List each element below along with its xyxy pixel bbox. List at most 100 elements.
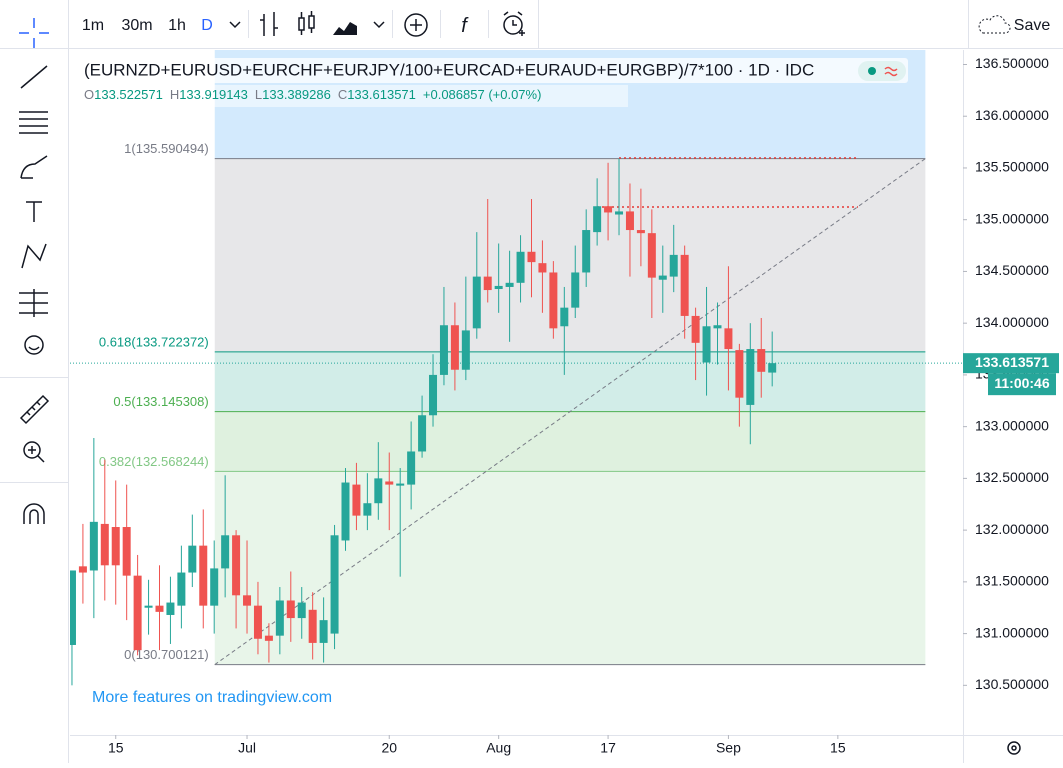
fib-tool[interactable]: [19, 111, 48, 134]
x-tick-label: 15: [108, 740, 124, 756]
y-tick-label: 136.500000: [975, 55, 1049, 71]
y-tick-label: 135.000000: [975, 210, 1049, 226]
crosshair-tool[interactable]: [19, 18, 49, 48]
save-icon[interactable]: [978, 15, 1011, 34]
candle-body: [133, 575, 142, 651]
y-tick-label: 133.000000: [975, 417, 1049, 433]
candle-body: [593, 206, 602, 233]
candle-body: [188, 545, 197, 573]
candle-body: [516, 251, 525, 283]
candle-body: [713, 325, 722, 329]
candle-body: [658, 275, 667, 280]
candle-body: [396, 483, 405, 486]
candle-body: [374, 478, 383, 504]
trendline-tool[interactable]: [20, 65, 48, 89]
y-tick-label: 131.500000: [975, 573, 1049, 589]
watermark-link[interactable]: More features on tradingview.com: [92, 689, 332, 706]
area-style-button[interactable]: [333, 22, 357, 35]
candle-body: [615, 211, 624, 215]
candle-body: [330, 535, 339, 634]
candle-body: [144, 605, 153, 608]
x-tick-label: 20: [381, 740, 397, 756]
candle-body: [571, 272, 580, 308]
x-tick-label: 17: [600, 740, 616, 756]
candle-body: [461, 330, 470, 370]
ohlc-change: +0.086857 (+0.07%): [423, 87, 542, 102]
indicators-button[interactable]: f: [461, 15, 469, 37]
candle-body: [166, 602, 175, 615]
countdown-box: [988, 373, 1056, 396]
style-dropdown[interactable]: [373, 21, 385, 29]
text-tool[interactable]: [26, 201, 42, 222]
alert-button[interactable]: [503, 11, 525, 36]
candle-body: [472, 276, 481, 329]
pattern-tool[interactable]: [21, 243, 47, 269]
magnet-tool[interactable]: [23, 503, 45, 524]
interval-button[interactable]: 1h: [168, 17, 186, 34]
candle-body: [341, 482, 350, 541]
interval-dropdown[interactable]: [229, 21, 241, 29]
candle-body: [286, 600, 295, 619]
candle-body: [122, 527, 131, 576]
y-tick-label: 132.000000: [975, 521, 1049, 537]
candle-body: [494, 285, 503, 290]
y-tick-label: 136.000000: [975, 107, 1049, 123]
candle-body: [625, 211, 634, 231]
ohlc-key: O: [84, 87, 94, 102]
candle-body: [429, 374, 438, 416]
icon-tool[interactable]: [24, 335, 44, 355]
measure-tool[interactable]: [19, 394, 50, 425]
candle-body: [680, 254, 689, 316]
candle-body: [199, 545, 208, 606]
ohlc-value: 133.919143: [179, 87, 248, 102]
prediction-tool[interactable]: [19, 289, 48, 317]
candle-body: [275, 600, 284, 636]
candle-body: [746, 349, 755, 405]
zoom-tool[interactable]: [23, 441, 45, 463]
candle-body: [538, 263, 547, 273]
candle-body: [297, 602, 306, 619]
candle-body: [253, 605, 262, 639]
bar-style-button[interactable]: [260, 12, 278, 36]
fib-level-label: 0.382(132.568244): [99, 454, 209, 469]
candle-body: [768, 363, 777, 373]
candle-body: [100, 523, 109, 566]
candle-body: [407, 451, 416, 485]
legend: (EURNZD+EURUSD+EURCHF+EURJPY/100+EURCAD+…: [78, 58, 908, 107]
y-tick-label: 134.000000: [975, 314, 1049, 330]
candle-body: [582, 230, 591, 273]
candle-body: [735, 350, 744, 398]
countdown-label: 11:00:46: [994, 375, 1049, 391]
brush-tool[interactable]: [20, 155, 48, 179]
ohlc-key: L: [255, 87, 262, 102]
candle-style-button[interactable]: [298, 11, 315, 35]
last-price-box: [963, 353, 1059, 374]
interval-button[interactable]: 30m: [121, 17, 152, 34]
candle-body: [483, 276, 492, 291]
candle-body: [691, 315, 700, 343]
y-tick-label: 135.500000: [975, 159, 1049, 175]
candle-body: [243, 595, 252, 606]
ohlc-value: 133.613571: [347, 87, 416, 102]
candle-body: [385, 481, 394, 485]
settings-button[interactable]: [1007, 741, 1021, 755]
y-tick-label: 131.000000: [975, 624, 1049, 640]
candle-body: [155, 605, 164, 612]
left-toolbar: [0, 18, 68, 524]
y-tick-label: 134.500000: [975, 262, 1049, 278]
candle-body: [177, 572, 186, 606]
compare-button[interactable]: [404, 13, 428, 37]
legend-bg: [78, 58, 908, 83]
candle-body: [363, 503, 372, 516]
save-button[interactable]: Save: [1014, 17, 1051, 34]
interval-button[interactable]: 1m: [82, 17, 104, 34]
legend-symbol: (EURNZD+EURUSD+EURCHF+EURJPY/100+EURCAD+…: [84, 60, 814, 79]
candle-body: [505, 282, 514, 287]
candle-body: [232, 535, 241, 596]
candle-body: [319, 620, 328, 643]
x-tick-label: Aug: [486, 740, 511, 756]
interval-button-active[interactable]: D: [201, 17, 213, 34]
candle-body: [560, 307, 569, 327]
candle-body: [647, 233, 656, 278]
